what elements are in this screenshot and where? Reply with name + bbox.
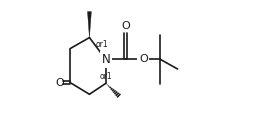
Text: O: O — [121, 21, 130, 31]
Text: O: O — [139, 54, 148, 64]
Text: N: N — [101, 53, 110, 66]
Text: O: O — [56, 78, 65, 88]
Text: or1: or1 — [100, 72, 112, 81]
Polygon shape — [88, 12, 91, 38]
Text: or1: or1 — [96, 40, 108, 49]
